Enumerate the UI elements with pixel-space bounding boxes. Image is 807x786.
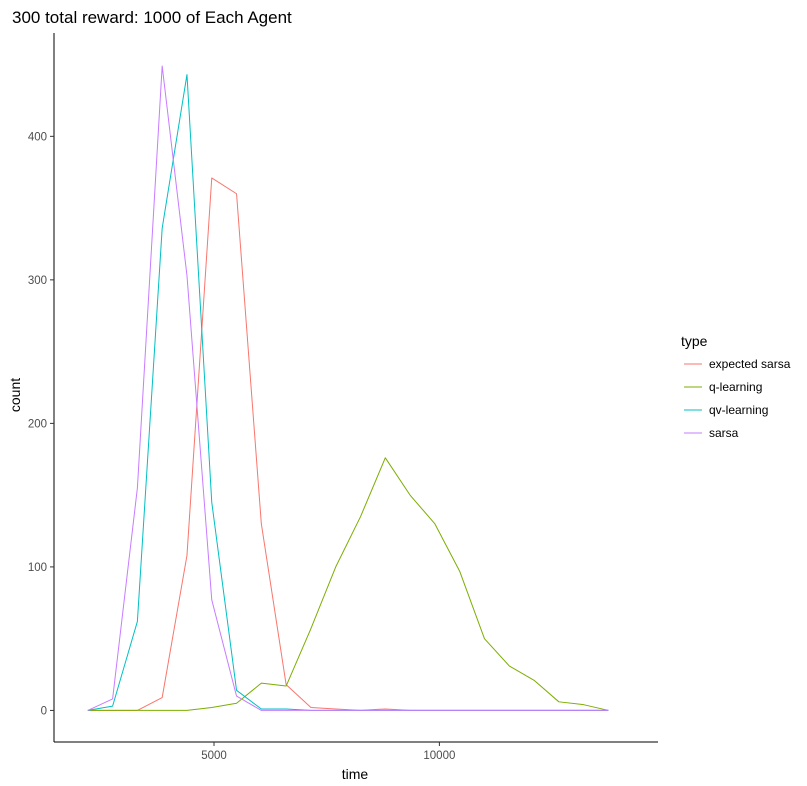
- x-tick-label: 5000: [201, 750, 227, 762]
- y-tick-label: 100: [28, 562, 47, 574]
- y-tick-label: 400: [28, 131, 47, 143]
- series-line-expected-sarsa: [87, 177, 609, 711]
- chart-title: 300 total reward: 1000 of Each Agent: [12, 8, 292, 27]
- y-axis-title: count: [7, 378, 23, 412]
- x-axis-title: time: [342, 766, 369, 782]
- series-line-q-learning: [87, 457, 609, 711]
- y-tick-label: 300: [28, 275, 47, 287]
- y-tick-label: 0: [41, 705, 47, 717]
- legend: type expected sarsa q-learning qv-learning…: [681, 333, 791, 440]
- x-tick-label: 10000: [423, 750, 455, 762]
- plot-area: [87, 65, 609, 711]
- series-line-qv-learning: [87, 74, 609, 711]
- series-line-sarsa: [87, 65, 609, 711]
- legend-label-q-learning: q-learning: [709, 380, 762, 394]
- legend-label-expected-sarsa: expected sarsa: [709, 357, 791, 371]
- legend-label-sarsa: sarsa: [709, 426, 739, 440]
- axes: 0 100 200 300 400 5000 10000: [28, 33, 658, 762]
- legend-label-qv-learning: qv-learning: [709, 403, 768, 417]
- legend-title: type: [681, 333, 708, 349]
- y-tick-label: 200: [28, 418, 47, 430]
